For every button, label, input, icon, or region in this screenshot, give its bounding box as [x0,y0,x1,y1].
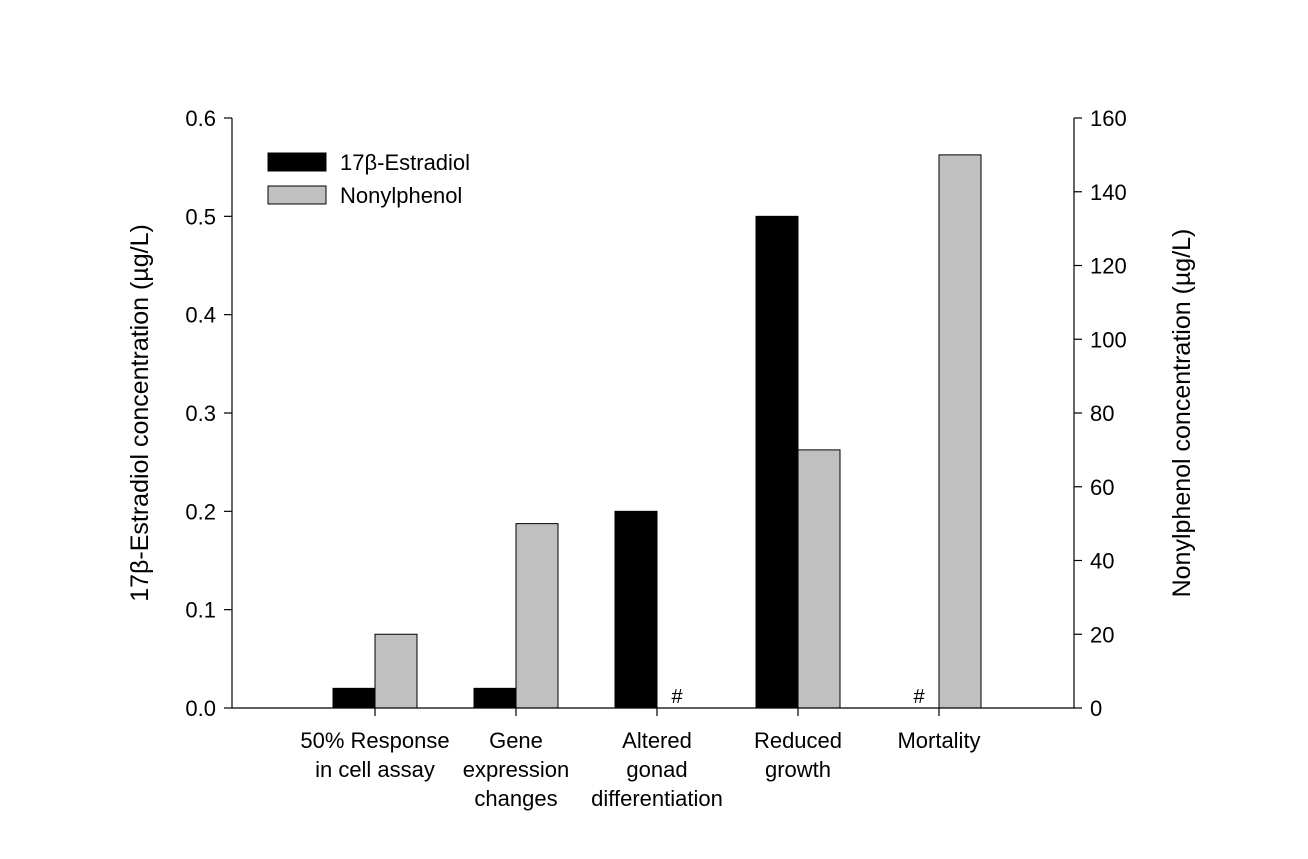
left-tick-label: 0.3 [185,401,216,426]
bar-estradiol [755,215,799,709]
left-tick-label: 0.0 [185,696,216,721]
bars-group: ## [332,154,982,709]
category-label-line: in cell assay [315,757,435,782]
left-tick-label: 0.4 [185,303,216,328]
category-label-line: growth [765,757,831,782]
category-label-line: gonad [626,757,687,782]
axes-group: 0.0 0.1 0.2 0.3 0.4 0.5 0.6 0 20 40 60 80 100 120 140 1… [126,106,1196,811]
right-tick-label: 140 [1090,180,1127,205]
bar-estradiol [614,510,658,709]
right-tick-label: 60 [1090,475,1114,500]
category-label-line: Altered [622,728,692,753]
legend-label-estradiol: 17β-Estradiol [340,150,470,175]
category-label-line: differentiation [591,786,723,811]
category-label-line: 50% Response [300,728,449,753]
category-label-line: expression [463,757,569,782]
right-tick-label: 40 [1090,549,1114,574]
category-label: Gene expression changes [463,728,569,811]
bar-estradiol [332,687,376,709]
category-label: Reduced growth [754,728,842,782]
bar-nonylphenol [515,523,559,709]
category-label-line: Gene [489,728,543,753]
bar-estradiol [473,687,517,709]
missing-marker: # [913,686,925,708]
category-label: 50% Response in cell assay [300,728,449,782]
right-tick-label: 160 [1090,106,1127,131]
bar-nonylphenol [797,449,841,709]
bar-nonylphenol [938,154,982,709]
left-tick-label: 0.6 [185,106,216,131]
right-tick-label: 0 [1090,696,1102,721]
left-axis-title: 17β-Estradiol concentration (µg/L) [126,224,154,602]
right-tick-label: 100 [1090,327,1127,352]
category-label: Mortality [897,728,980,753]
missing-marker: # [671,686,683,708]
category-label-line: Mortality [897,728,980,753]
right-axis-title: Nonylphenol concentration (µg/L) [1168,229,1196,598]
category-label: Altered gonad differentiation [591,728,723,811]
category-label-line: Reduced [754,728,842,753]
left-tick-label: 0.2 [185,499,216,524]
legend-swatch-nonylphenol [267,185,327,205]
right-tick-label: 20 [1090,622,1114,647]
legend: 17β-Estradiol Nonylphenol [267,150,470,208]
category-label-line: changes [474,786,557,811]
left-tick-label: 0.1 [185,598,216,623]
bar-nonylphenol [374,633,418,709]
left-tick-label: 0.5 [185,204,216,229]
right-tick-label: 80 [1090,401,1114,426]
legend-swatch-estradiol [267,152,327,172]
right-tick-label: 120 [1090,254,1127,279]
legend-label-nonylphenol: Nonylphenol [340,183,462,208]
